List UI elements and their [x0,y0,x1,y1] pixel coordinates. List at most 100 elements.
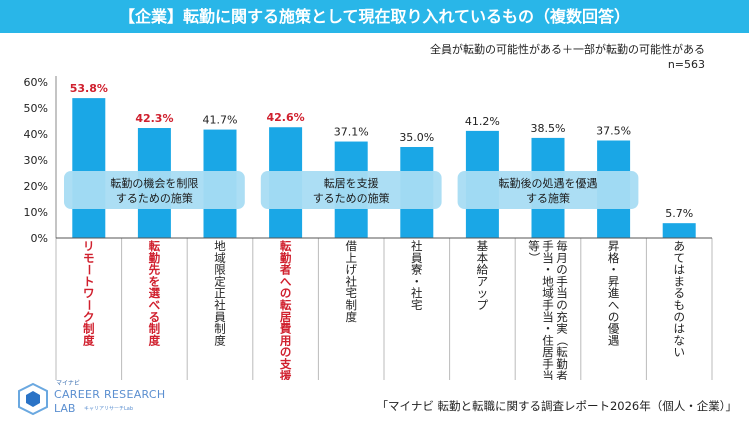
svg-text:度: 度 [345,310,357,324]
svg-text:地: 地 [214,239,226,253]
svg-text:昇: 昇 [608,239,620,253]
svg-text:転: 転 [149,239,161,253]
svg-text:制: 制 [214,322,226,336]
svg-text:基: 基 [477,239,489,253]
svg-text:居: 居 [280,310,292,324]
svg-text:・: ・ [411,274,423,288]
svg-text:支: 支 [279,357,292,371]
svg-text:優: 優 [608,322,620,336]
svg-text:本: 本 [477,251,489,265]
svg-text:勤: 勤 [280,251,292,265]
svg-text:制: 制 [149,322,161,336]
svg-text:実: 実 [556,322,568,336]
svg-text:）: ） [527,252,541,264]
career-research-lab-logo: マイナビ CAREER RESEARCH LAB キャリアリサーチLab [14,378,174,418]
svg-text:制: 制 [345,298,357,312]
svg-text:社: 社 [345,274,357,288]
svg-text:宅: 宅 [345,286,357,300]
svg-text:転: 転 [556,345,568,359]
svg-text:勤: 勤 [556,357,568,371]
svg-text:者: 者 [556,369,568,380]
svg-text:の: の [280,286,292,300]
y-tick-label: 10% [24,206,48,219]
svg-text:地: 地 [542,274,554,288]
svg-text:ト: ト [83,274,95,288]
group-label-line1: 転勤の機会を制限 [110,176,198,190]
svg-text:等: 等 [528,239,540,253]
svg-text:の: の [673,310,685,324]
svg-text:ア: ア [477,274,489,288]
svg-text:て: て [673,251,685,265]
svg-text:当: 当 [542,369,554,380]
value-label: 37.5% [596,125,631,138]
svg-text:の: の [556,263,568,277]
svg-text:の: の [608,310,620,324]
svg-text:遇: 遇 [608,333,620,347]
svg-text:手: 手 [556,274,568,288]
svg-text:月: 月 [556,251,568,265]
group-label-line2: するための施策 [116,191,193,205]
chart-title: 【企業】転勤に関する施策として現在取り入れているもの（複数回答） [0,0,749,33]
svg-text:援: 援 [280,369,292,380]
svg-text:定: 定 [214,274,226,288]
value-label: 53.8% [70,82,108,95]
value-label: 38.5% [531,122,566,135]
svg-text:る: る [673,286,685,300]
svg-text:用: 用 [279,333,292,347]
x-tick-label: 社員寮・社宅 [411,239,423,312]
svg-text:げ: げ [345,263,357,277]
y-tick-label: 50% [24,102,48,115]
svg-text:モ: モ [83,251,95,265]
svg-text:借: 借 [345,239,357,253]
svg-text:は: は [673,322,685,336]
y-tick-label: 20% [24,180,48,193]
svg-text:進: 進 [608,286,620,300]
svg-text:充: 充 [556,310,568,324]
value-label: 5.7% [665,207,693,220]
y-tick-label: 30% [24,154,48,167]
svg-text:は: は [673,263,685,277]
group-label-line1: 転居を支援 [324,176,379,190]
svg-text:ッ: ッ [477,286,489,300]
svg-text:ク: ク [83,310,95,324]
svg-text:へ: へ [280,274,292,288]
svg-text:選: 選 [149,286,161,300]
svg-text:へ: へ [608,298,620,312]
bar [72,98,106,239]
note-respondents: 全員が転勤の可能性がある＋一部が転勤の可能性がある [430,43,705,56]
svg-text:住: 住 [542,333,554,347]
svg-text:員: 員 [214,310,226,324]
svg-text:手: 手 [542,357,554,371]
svg-text:毎: 毎 [556,239,568,253]
group-label-line2: する施策 [526,191,570,205]
svg-text:域: 域 [214,251,226,265]
sample-note: 全員が転勤の可能性がある＋一部が転勤の可能性がある n=563 [430,42,705,72]
svg-text:度: 度 [83,333,95,347]
svg-text:昇: 昇 [608,274,620,288]
svg-text:社: 社 [214,298,226,312]
bar [662,223,696,238]
svg-text:域: 域 [542,286,554,300]
svg-text:の: の [556,298,568,312]
svg-text:・: ・ [542,322,554,336]
svg-text:費: 費 [280,322,292,336]
group-label-line2: するための施策 [313,191,390,205]
logo-sub: マイナビ [56,380,80,387]
svg-text:も: も [673,298,685,312]
svg-text:ー: ー [82,264,96,276]
svg-text:を: を [149,274,161,288]
y-tick-label: 0% [31,232,48,245]
svg-text:正: 正 [214,286,226,300]
svg-text:当: 当 [542,310,554,324]
svg-text:ま: ま [673,274,685,288]
svg-text:手: 手 [542,298,554,312]
group-box [64,171,245,209]
svg-text:寮: 寮 [411,263,423,277]
svg-text:限: 限 [214,263,226,277]
logo-brand: CAREER RESEARCH [54,388,166,401]
